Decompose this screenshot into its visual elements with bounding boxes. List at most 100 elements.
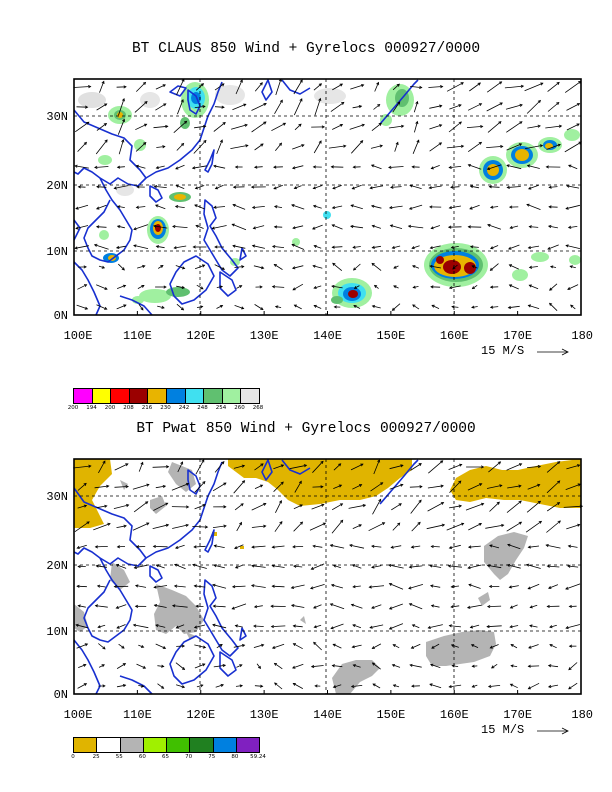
wind-vector-head (390, 185, 394, 189)
wind-vector (196, 284, 204, 290)
wind-vector-head (416, 139, 420, 143)
wind-vector (490, 245, 499, 249)
wind-vector-head (529, 605, 533, 609)
wind-vector-head (142, 264, 146, 268)
wind-vector (77, 142, 87, 152)
wind-vector (135, 142, 147, 152)
wind-vector (353, 305, 361, 309)
wind-vector (94, 244, 109, 250)
wind-vector-head (452, 266, 456, 270)
wind-vector (510, 644, 518, 649)
wind-vector (506, 143, 522, 151)
wind-vector-head (331, 205, 336, 210)
wind-vector-head (175, 625, 179, 629)
wind-vector (412, 624, 420, 629)
wind-vector-head (271, 645, 276, 649)
wind-vector-head (547, 246, 551, 250)
wind-vector (114, 486, 129, 488)
wind-vector (136, 206, 146, 208)
wind-vector (212, 624, 227, 629)
wind-vector (194, 644, 206, 648)
wind-vector (408, 584, 424, 589)
wind-vector (232, 603, 247, 610)
wind-vector-head (241, 306, 245, 310)
wind-vector-head (389, 224, 394, 228)
wind-vector-head (145, 501, 149, 505)
wind-vector-head (430, 285, 434, 289)
wind-vector-head (292, 624, 296, 628)
wind-vector-head (253, 165, 258, 169)
wind-vector-head (251, 244, 256, 248)
wind-vector (449, 684, 462, 688)
wind-vector-head (546, 564, 550, 568)
wind-vector-head (161, 664, 165, 668)
wind-vector (154, 585, 168, 588)
wind-vector (254, 304, 264, 310)
wind-vector-head (181, 644, 186, 648)
wind-vector (291, 244, 305, 250)
wind-vector (525, 145, 543, 149)
wind-vector (313, 83, 322, 91)
wind-vector (370, 145, 383, 149)
wind-vector (428, 86, 443, 88)
wind-vector (448, 565, 462, 568)
wind-vector (529, 284, 539, 290)
wind-vector (294, 304, 302, 310)
wind-vector-head (556, 502, 561, 506)
y-tick-label: 10N (46, 245, 68, 259)
wind-vector (133, 624, 149, 629)
wind-vector-head (318, 140, 322, 144)
wind-vector-head (450, 605, 454, 609)
wind-vector (292, 144, 305, 150)
wind-vector-head (77, 185, 81, 189)
wind-vector (371, 263, 382, 271)
wind-vector-head (576, 103, 581, 106)
wind-vector (293, 504, 303, 510)
x-tick-label: 140E (313, 708, 342, 722)
wind-vector-head (392, 644, 396, 648)
wind-vector-head (408, 206, 413, 210)
wind-vector (430, 664, 441, 668)
wind-vector-head (487, 223, 491, 227)
wind-vector (506, 500, 522, 513)
wind-vector-head (480, 502, 485, 506)
wind-vector-head (165, 124, 169, 129)
wind-vector-head (558, 124, 563, 128)
x-tick-label: 160E (440, 708, 469, 722)
wind-vector-head (245, 144, 249, 148)
wind-vector-head (320, 460, 324, 464)
wind-vector-head (539, 144, 544, 148)
legend-tick-label: 248 (197, 405, 208, 411)
wind-vector (293, 643, 303, 650)
wind-vector-head (121, 98, 125, 102)
wind-vector-head (489, 645, 493, 649)
wind-vector-head (76, 584, 80, 588)
wind-vector-head (565, 626, 569, 630)
wind-vector (565, 583, 581, 590)
wind-vector-head (332, 685, 337, 689)
wind-vector (293, 683, 303, 689)
wind-vector-head (459, 463, 463, 467)
wind-vector (174, 245, 187, 249)
wind-vector-head (320, 485, 324, 489)
wind-vector-head (143, 123, 148, 127)
wind-vector-head (88, 85, 92, 89)
wind-vector (390, 225, 403, 229)
wind-vector (506, 521, 522, 532)
wind-vector (312, 461, 324, 473)
wind-vector-head (222, 664, 227, 668)
wind-vector-head (213, 564, 217, 568)
wind-vector-head (360, 140, 364, 144)
wind-vector-head (329, 603, 334, 607)
wind-vector (137, 285, 145, 289)
wind-vector (529, 625, 538, 628)
wind-vector (526, 100, 541, 114)
wind-vector (528, 245, 540, 249)
wind-vector (136, 165, 146, 169)
legend-swatch (97, 738, 121, 752)
wind-vector-head (219, 285, 224, 289)
wind-vector-head (393, 285, 397, 289)
wind-vector-head (479, 483, 483, 487)
wind-vector-head (520, 84, 525, 88)
wind-vector-head (431, 645, 435, 649)
